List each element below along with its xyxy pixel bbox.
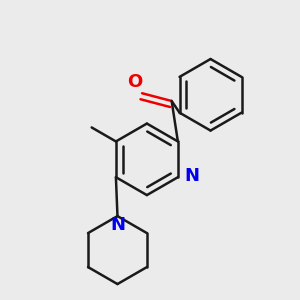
- Text: O: O: [127, 73, 142, 91]
- Text: N: N: [185, 167, 200, 185]
- Text: N: N: [110, 216, 125, 234]
